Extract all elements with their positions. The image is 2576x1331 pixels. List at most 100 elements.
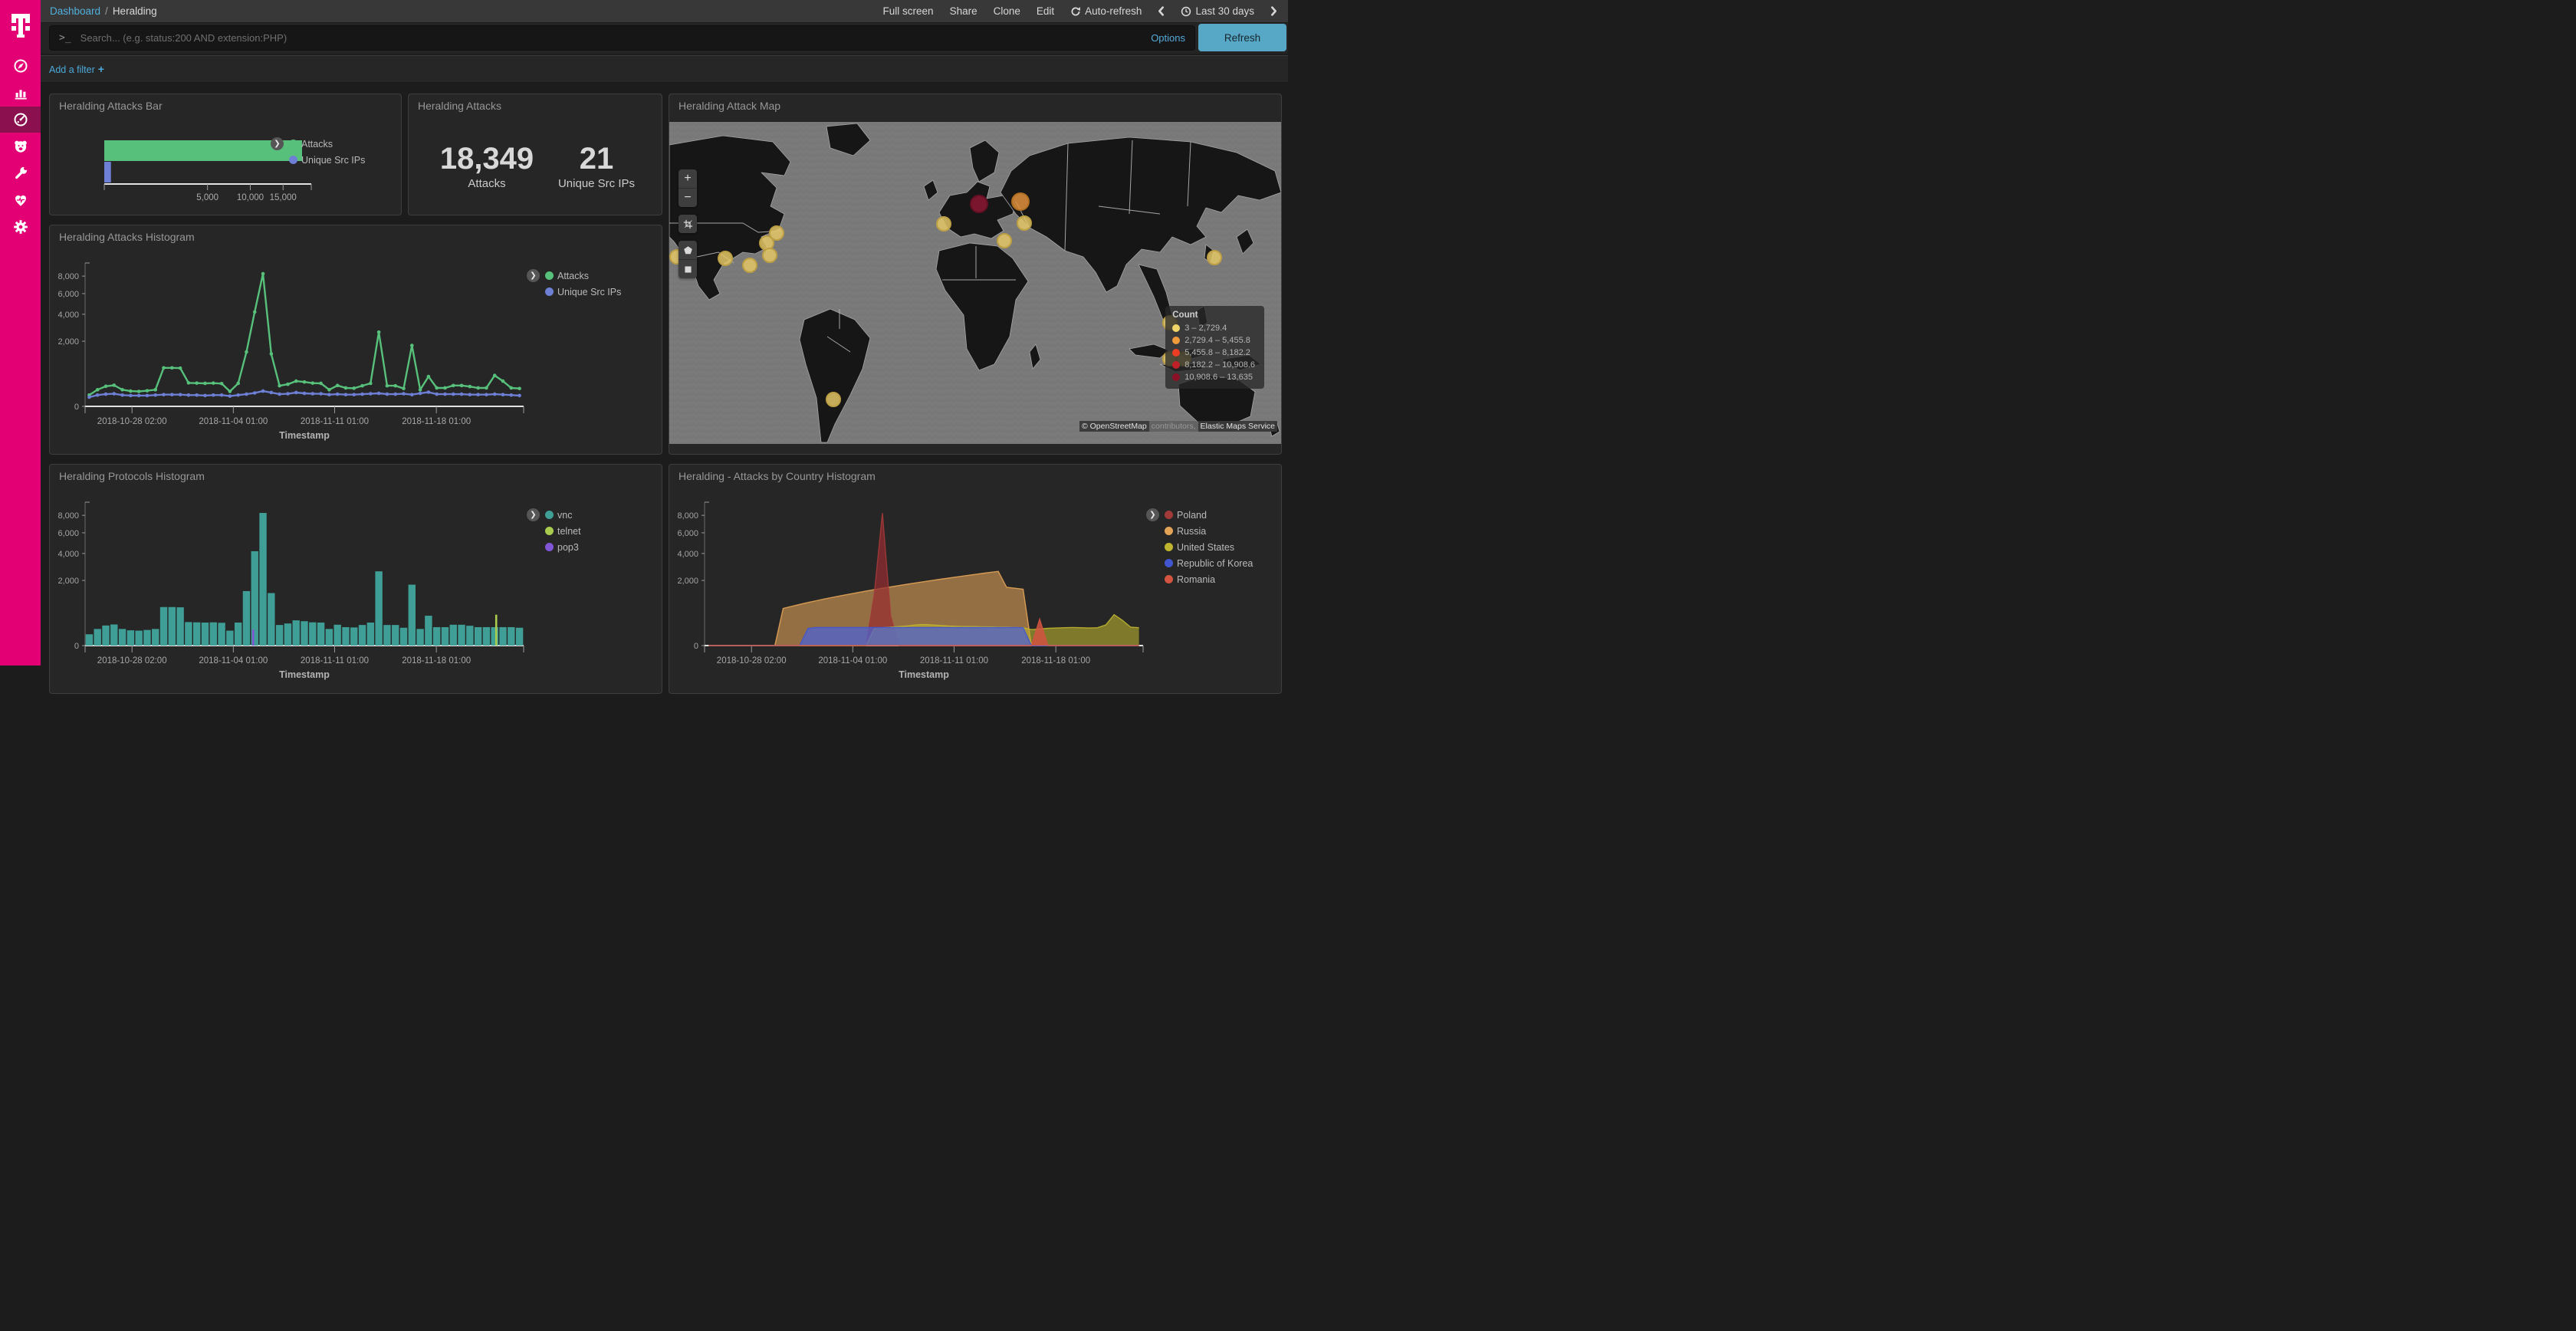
legend-item-vnc[interactable]: vnc	[545, 507, 581, 523]
attack-location-marker[interactable]	[1208, 251, 1221, 265]
bar-vnc	[383, 625, 390, 646]
data-point	[228, 394, 232, 398]
panel-title[interactable]: Heralding Attack Map	[678, 100, 780, 112]
panel-title[interactable]: Heralding Attacks Bar	[59, 100, 163, 112]
legend-item-attacks[interactable]: Attacks	[289, 136, 365, 152]
osm-attribution-link[interactable]: © OpenStreetMap	[1079, 421, 1149, 432]
sidebar-item-visualize[interactable]	[0, 80, 41, 106]
panel-title[interactable]: Heralding Attacks	[418, 100, 501, 112]
options-link[interactable]: Options	[1151, 32, 1185, 44]
sidebar-item-monitoring[interactable]	[0, 187, 41, 213]
world-map[interactable]: + −	[669, 122, 1281, 444]
add-filter-button[interactable]: Add a filter+	[49, 63, 104, 75]
data-point	[518, 386, 521, 390]
time-forward-button[interactable]	[1270, 6, 1277, 16]
panel-title[interactable]: Heralding - Attacks by Country Histogram	[678, 470, 876, 482]
bar-vnc	[450, 625, 457, 646]
bar-vnc	[210, 623, 217, 646]
line-series-attacks	[89, 274, 519, 395]
data-point	[294, 391, 298, 395]
search-input[interactable]	[79, 31, 1144, 44]
time-back-button[interactable]	[1158, 6, 1165, 16]
data-point	[352, 386, 356, 390]
share-button[interactable]: Share	[950, 5, 978, 17]
x-axis-tick-label: 15,000	[270, 193, 297, 202]
y-axis-tick-label: 2,000	[677, 577, 698, 586]
bar-vnc	[334, 625, 340, 646]
legend-item-russia[interactable]: Russia	[1165, 523, 1253, 539]
data-point	[310, 381, 314, 385]
data-point	[96, 388, 100, 392]
bar-vnc	[367, 623, 374, 646]
auto-refresh-button[interactable]: Auto-refresh	[1070, 5, 1142, 17]
legend-toggle-button[interactable]: ❯	[1146, 508, 1159, 521]
data-point	[518, 394, 521, 398]
elastic-maps-attribution-link[interactable]: Elastic Maps Service	[1198, 421, 1277, 432]
y-axis-tick-label: 4,000	[58, 550, 79, 559]
data-point	[485, 386, 488, 390]
data-point	[170, 366, 174, 370]
y-axis-tick-label: 6,000	[58, 529, 79, 538]
panel-title[interactable]: Heralding Attacks Histogram	[59, 231, 195, 243]
edit-button[interactable]: Edit	[1037, 5, 1054, 17]
attack-location-marker[interactable]	[937, 217, 951, 231]
data-point	[460, 393, 464, 396]
full-screen-button[interactable]: Full screen	[883, 5, 934, 17]
x-axis-tick-label: 2018-11-11 01:00	[920, 656, 988, 666]
legend-color-dot	[1165, 511, 1173, 519]
sidebar-item-discover[interactable]	[0, 53, 41, 79]
sidebar-item-tpot-bear[interactable]	[0, 133, 41, 159]
legend-color-dot	[545, 288, 554, 296]
sidebar-item-dashboard[interactable]	[0, 107, 41, 133]
bar-vnc	[466, 626, 473, 646]
sidebar-item-management[interactable]	[0, 214, 41, 240]
legend-toggle-button[interactable]: ❯	[527, 269, 540, 282]
breadcrumb-dashboard-link[interactable]: Dashboard	[50, 5, 100, 17]
attack-location-marker[interactable]	[826, 393, 840, 406]
data-point	[377, 330, 381, 334]
attack-location-marker[interactable]	[971, 196, 987, 212]
time-range-picker[interactable]: Last 30 days	[1181, 5, 1254, 17]
legend-toggle-button[interactable]: ❯	[271, 137, 284, 150]
legend-item-unique-src-ips[interactable]: Unique Src IPs	[289, 152, 365, 168]
legend-toggle-button[interactable]: ❯	[527, 508, 540, 521]
legend-item-republic-of-korea[interactable]: Republic of Korea	[1165, 555, 1253, 571]
legend-item-pop3[interactable]: pop3	[545, 539, 581, 555]
clone-button[interactable]: Clone	[994, 5, 1020, 17]
y-axis-tick-label: 8,000	[677, 511, 698, 521]
attack-location-marker[interactable]	[743, 258, 757, 272]
compass-icon	[12, 58, 29, 74]
map-draw-rect-button[interactable]	[678, 259, 697, 278]
attack-location-marker[interactable]	[1017, 216, 1031, 230]
panel-title[interactable]: Heralding Protocols Histogram	[59, 470, 205, 482]
attack-location-marker[interactable]	[997, 234, 1011, 248]
map-draw-polygon-button[interactable]	[678, 241, 697, 259]
map-zoom-out-button[interactable]: −	[678, 188, 697, 207]
telekom-logo[interactable]	[0, 0, 41, 58]
map-zoom-in-button[interactable]: +	[678, 169, 697, 188]
chevron-left-icon	[1158, 6, 1165, 16]
data-point	[286, 383, 290, 386]
attack-location-marker[interactable]	[718, 251, 732, 265]
x-axis-tick-label: 2018-11-04 01:00	[818, 656, 887, 666]
legend-item-poland[interactable]: Poland	[1165, 507, 1253, 523]
bar-vnc	[301, 621, 307, 646]
attack-location-marker[interactable]	[763, 248, 777, 262]
data-point	[146, 389, 150, 393]
legend-item-united-states[interactable]: United States	[1165, 539, 1253, 555]
data-point	[286, 392, 290, 396]
legend-item-attacks[interactable]: Attacks	[545, 268, 621, 284]
refresh-button[interactable]: Refresh	[1198, 24, 1286, 51]
chevron-right-icon	[1270, 6, 1277, 16]
terminal-prompt-icon: >_	[59, 32, 71, 44]
legend-item-romania[interactable]: Romania	[1165, 571, 1253, 587]
map-crop-button[interactable]	[678, 215, 697, 233]
sidebar-item-dev-tools[interactable]	[0, 160, 41, 186]
panel-country-histogram: Heralding - Attacks by Country Histogram…	[669, 464, 1282, 694]
legend-color-dot	[1172, 324, 1180, 332]
map-legend-item: 8,182.2 – 10,908.6	[1172, 359, 1255, 371]
legend-item-unique-src-ips[interactable]: Unique Src IPs	[545, 284, 621, 300]
attack-location-marker[interactable]	[1012, 193, 1029, 210]
data-point	[228, 389, 232, 393]
legend-item-telnet[interactable]: telnet	[545, 523, 581, 539]
